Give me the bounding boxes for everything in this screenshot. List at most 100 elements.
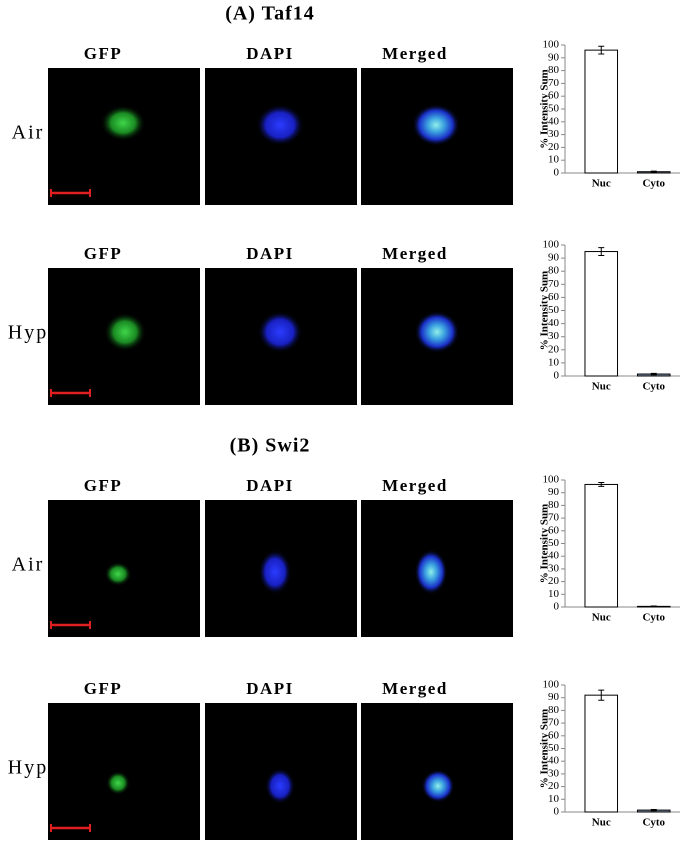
y-tick-label: 90 — [548, 252, 560, 264]
y-tick-label: 90 — [548, 51, 560, 63]
y-tick-label: 80 — [548, 499, 560, 511]
y-axis-label: % Intensity Sum — [539, 709, 551, 788]
row-label: Air — [12, 554, 45, 576]
y-tick-label: 90 — [548, 691, 560, 703]
row-label: Hyp — [8, 322, 48, 344]
y-axis-label: % Intensity Sum — [539, 271, 551, 350]
x-tick-label: Cyto — [642, 178, 665, 190]
cell-signal — [106, 771, 130, 795]
y-tick-label: 40 — [548, 550, 560, 562]
cell-signal — [414, 311, 460, 353]
bar — [584, 251, 619, 377]
y-tick-label: 40 — [548, 755, 560, 767]
column-heading: DAPI — [246, 244, 294, 263]
column-heading: Merged — [382, 476, 448, 495]
row-label: Air — [12, 122, 45, 144]
y-tick-label: 70 — [548, 278, 560, 290]
y-tick-label: 30 — [548, 330, 560, 342]
y-tick-label: 20 — [548, 343, 560, 355]
micrograph — [48, 703, 200, 840]
y-tick-label: 70 — [548, 717, 560, 729]
column-heading: DAPI — [246, 476, 294, 495]
panel-title: (A) Taf14 — [225, 3, 315, 25]
y-tick-label: 60 — [548, 90, 560, 102]
column-heading: Merged — [382, 244, 448, 263]
y-tick-label: 60 — [548, 291, 560, 303]
cell-signal — [414, 549, 448, 595]
error-bar — [650, 605, 657, 608]
cell-signal — [265, 768, 295, 804]
y-tick-label: 0 — [554, 370, 560, 382]
y-tick-label: 80 — [548, 265, 560, 277]
y-tick-label: 100 — [543, 39, 560, 51]
y-axis-label: % Intensity Sum — [539, 504, 551, 583]
error-bar — [598, 482, 605, 487]
y-tick-label: 10 — [548, 793, 560, 805]
y-tick-label: 0 — [554, 601, 560, 613]
y-axis-label: % Intensity Sum — [539, 69, 551, 148]
y-tick-label: 90 — [548, 486, 560, 498]
y-tick-label: 20 — [548, 780, 560, 792]
x-tick-label: Cyto — [642, 612, 665, 624]
x-tick-label: Nuc — [592, 612, 611, 624]
y-tick-label: 0 — [554, 167, 560, 179]
y-tick-label: 80 — [548, 704, 560, 716]
y-tick-label: 70 — [548, 77, 560, 89]
y-tick-label: 10 — [548, 154, 560, 166]
cell-signal — [412, 104, 460, 146]
column-heading: GFP — [84, 679, 123, 698]
error-bar — [650, 170, 657, 173]
y-tick-label: 100 — [543, 474, 560, 486]
y-tick-label: 50 — [548, 304, 560, 316]
error-bar — [650, 808, 657, 812]
cell-signal — [421, 769, 455, 803]
y-tick-label: 20 — [548, 141, 560, 153]
cell-signal — [104, 312, 146, 352]
y-tick-label: 50 — [548, 537, 560, 549]
y-tick-label: 70 — [548, 512, 560, 524]
column-heading: Merged — [382, 44, 448, 63]
error-bar — [598, 247, 605, 256]
x-tick-label: Nuc — [592, 817, 611, 829]
y-tick-label: 80 — [548, 64, 560, 76]
cell-signal — [258, 549, 292, 595]
error-bar — [650, 372, 657, 376]
panel-title: (B) Swi2 — [230, 435, 311, 457]
x-tick-label: Nuc — [592, 178, 611, 190]
column-heading: GFP — [84, 476, 123, 495]
cell-signal — [256, 104, 304, 146]
cell-signal — [104, 562, 132, 586]
y-tick-label: 10 — [548, 356, 560, 368]
y-tick-label: 50 — [548, 103, 560, 115]
cell-signal — [100, 105, 146, 141]
y-tick-label: 40 — [548, 317, 560, 329]
y-tick-label: 60 — [548, 729, 560, 741]
column-heading: DAPI — [246, 44, 294, 63]
bar — [584, 694, 619, 813]
y-tick-label: 60 — [548, 524, 560, 536]
column-heading: GFP — [84, 244, 123, 263]
y-tick-label: 30 — [548, 128, 560, 140]
bar — [584, 49, 619, 174]
column-heading: GFP — [84, 44, 123, 63]
y-tick-label: 30 — [548, 767, 560, 779]
x-tick-label: Cyto — [642, 381, 665, 393]
bar — [584, 483, 619, 608]
y-tick-label: 50 — [548, 742, 560, 754]
x-tick-label: Cyto — [642, 817, 665, 829]
row-label: Hyp — [8, 757, 48, 779]
y-tick-label: 20 — [548, 575, 560, 587]
error-bar — [598, 45, 605, 55]
column-heading: DAPI — [246, 679, 294, 698]
cell-signal — [257, 311, 303, 353]
y-tick-label: 30 — [548, 562, 560, 574]
y-tick-label: 10 — [548, 588, 560, 600]
y-tick-label: 40 — [548, 115, 560, 127]
column-heading: Merged — [382, 679, 448, 698]
y-tick-label: 0 — [554, 806, 560, 818]
y-tick-label: 100 — [543, 239, 560, 251]
x-tick-label: Nuc — [592, 381, 611, 393]
y-tick-label: 100 — [543, 679, 560, 691]
error-bar — [598, 689, 605, 701]
